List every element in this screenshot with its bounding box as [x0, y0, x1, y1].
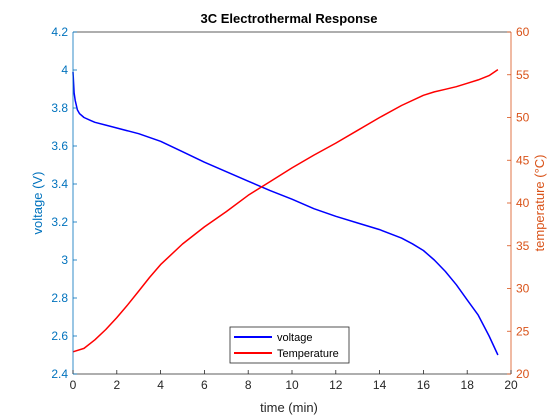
- x-tick-label: 8: [245, 378, 252, 392]
- right-tick-label: 55: [516, 68, 530, 82]
- left-axis-label: voltage (V): [30, 172, 45, 235]
- x-tick-label: 10: [285, 378, 299, 392]
- right-tick-label: 50: [516, 111, 530, 125]
- right-tick-label: 45: [516, 153, 530, 167]
- series-line-temperature: [72, 68, 499, 353]
- left-tick-label: 3.8: [51, 101, 68, 115]
- x-tick-label: 16: [417, 378, 431, 392]
- left-tick-label: 2.6: [51, 329, 68, 343]
- right-tick-label: 30: [516, 282, 530, 296]
- legend: voltage Temperature: [229, 326, 350, 364]
- x-tick-label: 4: [157, 378, 164, 392]
- left-tick-label: 4: [61, 63, 68, 77]
- ticks-layer: 0 2 4 6 8 10 12 14 16 18 20 2.4 2.6 2.8 3 3.2 3.4 3.6 3.8 4…: [51, 25, 529, 392]
- x-tick-label: 12: [329, 378, 343, 392]
- right-tick-label: 20: [516, 367, 530, 381]
- right-tick-label: 60: [516, 25, 530, 39]
- x-tick-label: 0: [70, 378, 77, 392]
- chart-title: 3C Electrothermal Response: [200, 11, 377, 26]
- right-tick-label: 35: [516, 239, 530, 253]
- left-tick-label: 2.8: [51, 291, 68, 305]
- x-axis-label: time (min): [260, 400, 318, 415]
- left-tick-label: 3: [61, 253, 68, 267]
- series-layer: [72, 68, 499, 356]
- series-line-voltage: [72, 71, 499, 356]
- x-tick-label: 20: [504, 378, 518, 392]
- left-tick-label: 3.6: [51, 139, 68, 153]
- x-tick-label: 18: [461, 378, 475, 392]
- right-axis-label: temperature (°C): [532, 155, 547, 252]
- left-tick-label: 3.2: [51, 215, 68, 229]
- legend-label-voltage: voltage: [277, 332, 312, 344]
- plot-area: [73, 32, 511, 374]
- legend-label-temperature: Temperature: [277, 348, 339, 360]
- x-tick-label: 6: [201, 378, 208, 392]
- x-tick-label: 14: [373, 378, 387, 392]
- left-tick-label: 2.4: [51, 367, 68, 381]
- left-tick-label: 4.2: [51, 25, 68, 39]
- right-tick-label: 25: [516, 324, 530, 338]
- right-tick-label: 40: [516, 196, 530, 210]
- legend-box: [229, 326, 350, 364]
- left-tick-label: 3.4: [51, 177, 68, 191]
- x-tick-label: 2: [113, 378, 120, 392]
